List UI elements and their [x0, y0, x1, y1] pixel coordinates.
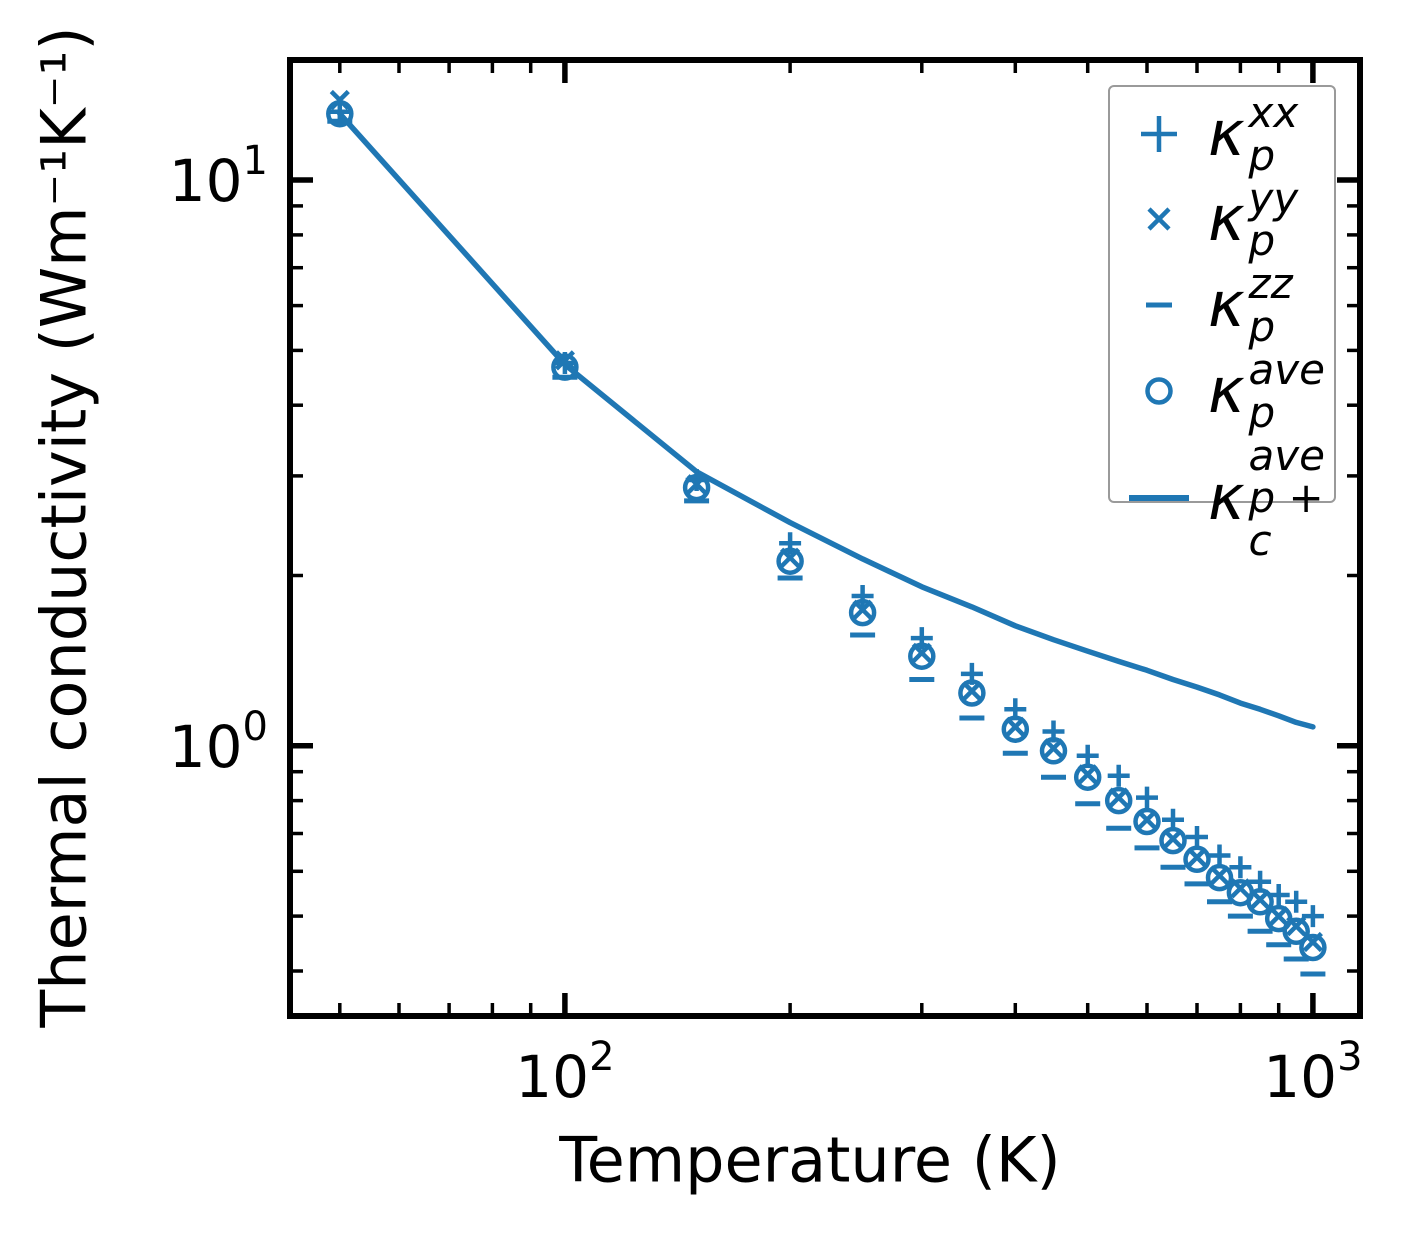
- y-tick-label: 100: [169, 704, 268, 781]
- series-markers-plus: [328, 100, 1324, 928]
- y-axis-label: Thermal conductivity (Wm⁻¹K⁻¹): [27, 26, 101, 1028]
- legend-item-kappa-xx: κ xx p: [1110, 91, 1334, 177]
- legend-marker-line-icon: [1110, 466, 1208, 530]
- marker-circle: [1159, 826, 1187, 855]
- legend-subscript: p: [1248, 130, 1276, 180]
- series-markers-circle: [326, 99, 1327, 962]
- x-tick-label: 102: [515, 1034, 614, 1111]
- marker-circle: [1299, 933, 1327, 962]
- legend-label: κ ave p + c: [1208, 434, 1334, 562]
- axes-spines: [287, 57, 1363, 1019]
- x-tick-label: 103: [1263, 1034, 1362, 1111]
- legend-superscript: xx: [1248, 88, 1299, 137]
- legend-subscript: p: [1248, 387, 1276, 437]
- marker-plus: [328, 100, 1324, 928]
- legend-superscript: zz: [1248, 259, 1293, 309]
- legend-label: κ yy p: [1208, 173, 1299, 266]
- legend-item-kappa-ave: κ ave p + c: [1110, 434, 1334, 562]
- legend-item-kappa-ave: κ ave p: [1110, 348, 1334, 434]
- marker-circle: [1282, 917, 1310, 946]
- marker-circle: [551, 353, 579, 381]
- marker-circle: [1039, 737, 1068, 765]
- x-axis-label: Temperature (K): [559, 1123, 1061, 1197]
- legend-subscript: p + c: [1248, 473, 1324, 566]
- kappa-symbol: κ: [1208, 96, 1245, 170]
- legend-subscript: p: [1248, 216, 1276, 266]
- legend-item-kappa-zz: κ zz p: [1110, 262, 1334, 348]
- kappa-symbol: κ: [1208, 460, 1245, 534]
- marker-circle: [1133, 807, 1161, 836]
- marker-circle: [1104, 786, 1133, 815]
- legend-superscript: yy: [1248, 173, 1299, 223]
- legend-item-kappa-yy: κ yy p: [1110, 173, 1334, 266]
- marker-circle: [1246, 888, 1274, 916]
- legend: κ xx p κ yy p κ zz p κ ave p κ ave p + c: [1108, 85, 1336, 562]
- legend-subscript: p: [1248, 302, 1276, 352]
- marker-circle: [1264, 904, 1293, 933]
- legend-marker-dash-icon: [1110, 273, 1208, 337]
- legend-marker-plus-icon: [1110, 102, 1208, 166]
- kappa-symbol: κ: [1208, 182, 1245, 256]
- legend-label: κ ave p: [1208, 344, 1325, 437]
- legend-superscript: ave: [1248, 430, 1325, 480]
- legend-label: κ zz p: [1208, 259, 1293, 352]
- ticks: [290, 60, 1360, 1016]
- marker-circle: [908, 642, 936, 670]
- series-line-kappa-p-plus-c-ave: [337, 110, 1316, 730]
- marker-circle: [1001, 715, 1030, 743]
- marker-circle: [776, 547, 804, 575]
- kappa-symbol: κ: [1208, 268, 1245, 342]
- marker-circle: [682, 473, 711, 502]
- marker-circle: [1073, 763, 1102, 791]
- marker-circle: [848, 598, 877, 627]
- marker-circle: [1205, 863, 1234, 892]
- legend-superscript: ave: [1248, 344, 1325, 394]
- kappa-symbol: κ: [1208, 353, 1245, 427]
- legend-label: κ xx p: [1208, 88, 1299, 180]
- marker-circle: [1183, 845, 1211, 874]
- marker-circle: [958, 679, 986, 707]
- legend-marker-cross-icon: [1110, 187, 1208, 251]
- y-tick-label: 101: [169, 138, 268, 215]
- legend-marker-circle-icon: [1110, 359, 1208, 423]
- marker-circle: [326, 99, 354, 128]
